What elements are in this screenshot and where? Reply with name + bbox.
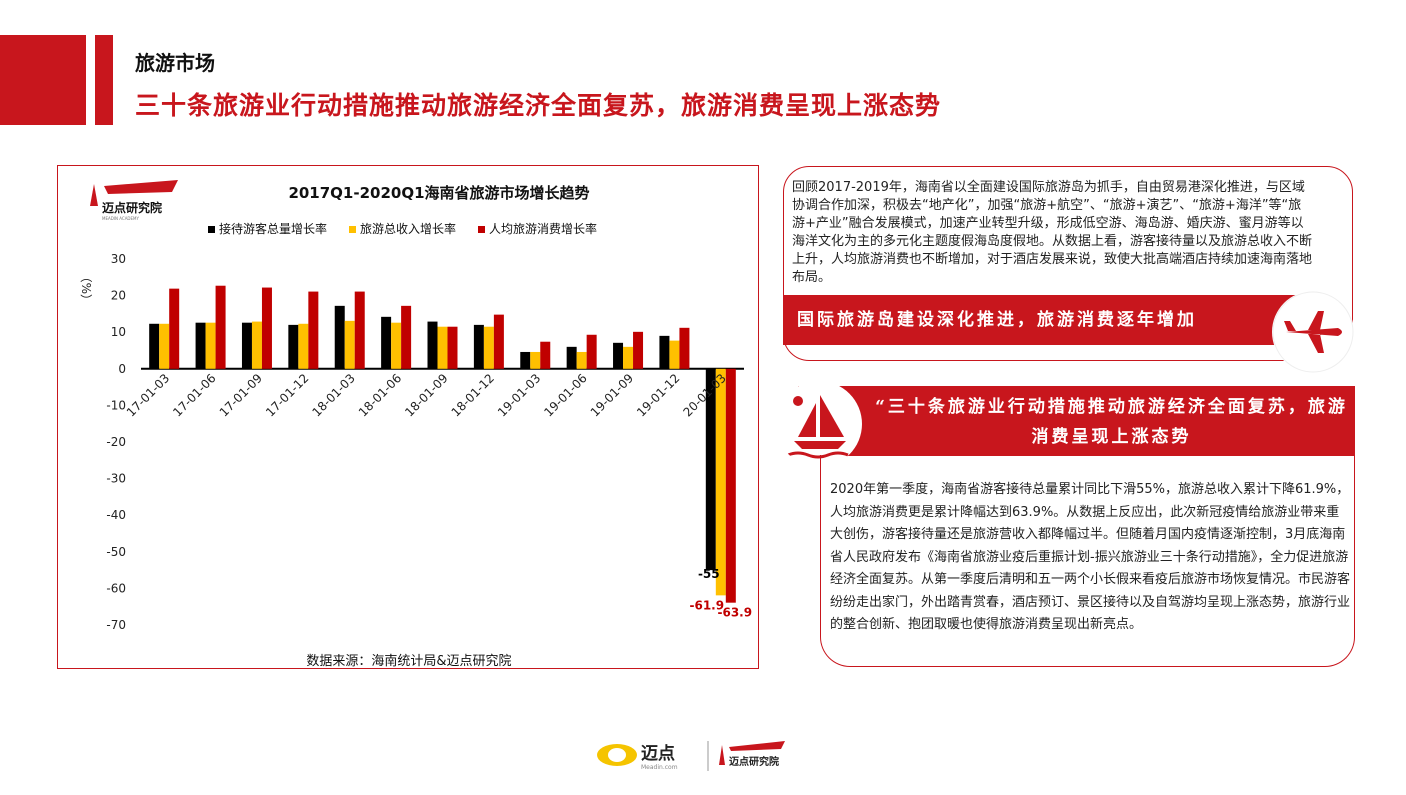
x-tick-label: 19-01-03: [495, 371, 543, 419]
legend-item: 旅游总收入增长率: [349, 220, 456, 237]
x-tick-label: 19-01-12: [634, 371, 682, 419]
bar: [169, 288, 180, 369]
bar: [381, 316, 392, 369]
bar: [669, 340, 680, 369]
y-tick-label: 20: [111, 289, 126, 303]
y-tick-label: -20: [106, 435, 126, 449]
section-title: 旅游市场: [135, 51, 215, 75]
bar: [530, 351, 541, 369]
bar: [427, 321, 438, 369]
bar: [437, 326, 448, 369]
bar: [215, 285, 226, 369]
bar: [576, 351, 587, 369]
legend-label: 人均旅游消费增长率: [489, 222, 598, 236]
x-tick-label: 17-01-12: [263, 371, 311, 419]
bar: [659, 335, 670, 369]
y-axis-label: （%）: [79, 271, 93, 306]
bar: [540, 341, 551, 369]
footer-brand2: 迈点研究院: [729, 755, 779, 768]
bar: [149, 323, 160, 369]
header-accent-bar: [95, 35, 113, 125]
svg-text:MEADIN ACADEMY: MEADIN ACADEMY: [102, 216, 139, 221]
bar: [586, 334, 597, 369]
bar: [308, 291, 319, 369]
bar: [354, 291, 365, 369]
chart-source: 数据来源：海南统计局&迈点研究院: [306, 654, 512, 669]
y-tick-label: -50: [106, 545, 126, 559]
bar: [195, 322, 206, 369]
x-tick-label: 17-01-09: [217, 371, 265, 419]
bar: [679, 327, 690, 369]
footer-logos: 迈点 Meadin.com 迈点研究院: [597, 741, 785, 771]
bar: [566, 346, 577, 369]
bar: [623, 346, 634, 369]
data-label: -63.9: [718, 606, 753, 620]
y-tick-label: 30: [111, 252, 126, 266]
meadin-academy-logo: 迈点研究院 MEADIN ACADEMY: [90, 180, 178, 221]
y-tick-label: -60: [106, 581, 126, 595]
data-label: -61.9: [690, 598, 725, 612]
recovery-panel: 2020年第一季度，海南省游客接待总量累计同比下滑55%，旅游总收入累计下降61…: [820, 455, 1355, 667]
x-tick-label: 18-01-12: [449, 371, 497, 419]
bar: [715, 368, 726, 596]
data-label: -55: [698, 567, 720, 581]
bar: [401, 305, 412, 369]
bar: [473, 324, 484, 369]
x-tick-label: 18-01-03: [309, 371, 357, 419]
y-tick-label: -30: [106, 472, 126, 486]
bar: [633, 331, 644, 369]
bar: [288, 324, 299, 369]
chart-legend: 接待游客总量增长率 旅游总收入增长率 人均旅游消费增长率: [208, 220, 597, 237]
x-tick-label: 18-01-09: [402, 371, 450, 419]
bar: [493, 314, 504, 369]
svg-text:迈点研究院: 迈点研究院: [102, 200, 162, 215]
bar: [391, 322, 402, 369]
header-accent: [0, 35, 86, 125]
bar: [520, 351, 531, 369]
review-text: 回顾2017-2019年，海南省以全面建设国际旅游岛为抓手，自由贸易港深化推进，…: [792, 180, 1313, 285]
airplane-icon: [1272, 291, 1354, 373]
chart-title: 2017Q1-2020Q1海南省旅游市场增长趋势: [288, 184, 590, 202]
sailboat-icon: [776, 381, 862, 467]
bar: [483, 326, 494, 369]
legend-item: 人均旅游消费增长率: [478, 220, 597, 237]
x-tick-label: 17-01-03: [124, 371, 172, 419]
y-tick-label: -70: [106, 618, 126, 632]
bar: [344, 320, 355, 369]
y-tick-label: 0: [118, 362, 126, 376]
bar: [613, 342, 624, 369]
bar: [705, 368, 716, 571]
page-title: 三十条旅游业行动措施推动旅游经济全面复苏，旅游消费呈现上涨态势: [135, 91, 942, 120]
legend-label: 接待游客总量增长率: [219, 222, 328, 236]
bar: [205, 322, 216, 369]
legend-label: 旅游总收入增长率: [360, 222, 457, 236]
y-tick-label: -40: [106, 508, 126, 522]
bar: [241, 322, 252, 369]
review-panel: 回顾2017-2019年，海南省以全面建设国际旅游岛为抓手，自由贸易港深化推进，…: [783, 166, 1353, 361]
bar-chart: 3020100-10-20-30-40-50-60-70（%）17-01-031…: [79, 252, 753, 632]
review-banner: 国际旅游岛建设深化推进，旅游消费逐年增加: [783, 295, 1303, 345]
x-tick-label: 18-01-06: [356, 371, 404, 419]
x-tick-label: 17-01-06: [170, 371, 218, 419]
bar: [159, 323, 170, 369]
x-tick-label: 19-01-06: [541, 371, 589, 419]
bar: [334, 305, 345, 369]
bar: [261, 287, 272, 369]
chart-panel: 迈点研究院 MEADIN ACADEMY 2017Q1-2020Q1海南省旅游市…: [57, 165, 759, 669]
bar: [725, 368, 736, 603]
bar: [251, 321, 262, 369]
bar: [298, 323, 309, 369]
y-tick-label: 10: [111, 325, 126, 339]
bar: [447, 326, 458, 369]
recovery-banner: “三十条旅游业行动措施推动旅游经济全面复苏，旅游消费呈现上涨态势: [798, 386, 1355, 456]
legend-item: 接待游客总量增长率: [208, 220, 327, 237]
footer-brand: 迈点: [641, 743, 675, 764]
recovery-text: 2020年第一季度，海南省游客接待总量累计同比下滑55%，旅游总收入累计下降61…: [830, 482, 1351, 632]
y-tick-label: -10: [106, 398, 126, 412]
footer-brand-sub: Meadin.com: [641, 764, 678, 771]
x-tick-label: 19-01-09: [588, 371, 636, 419]
